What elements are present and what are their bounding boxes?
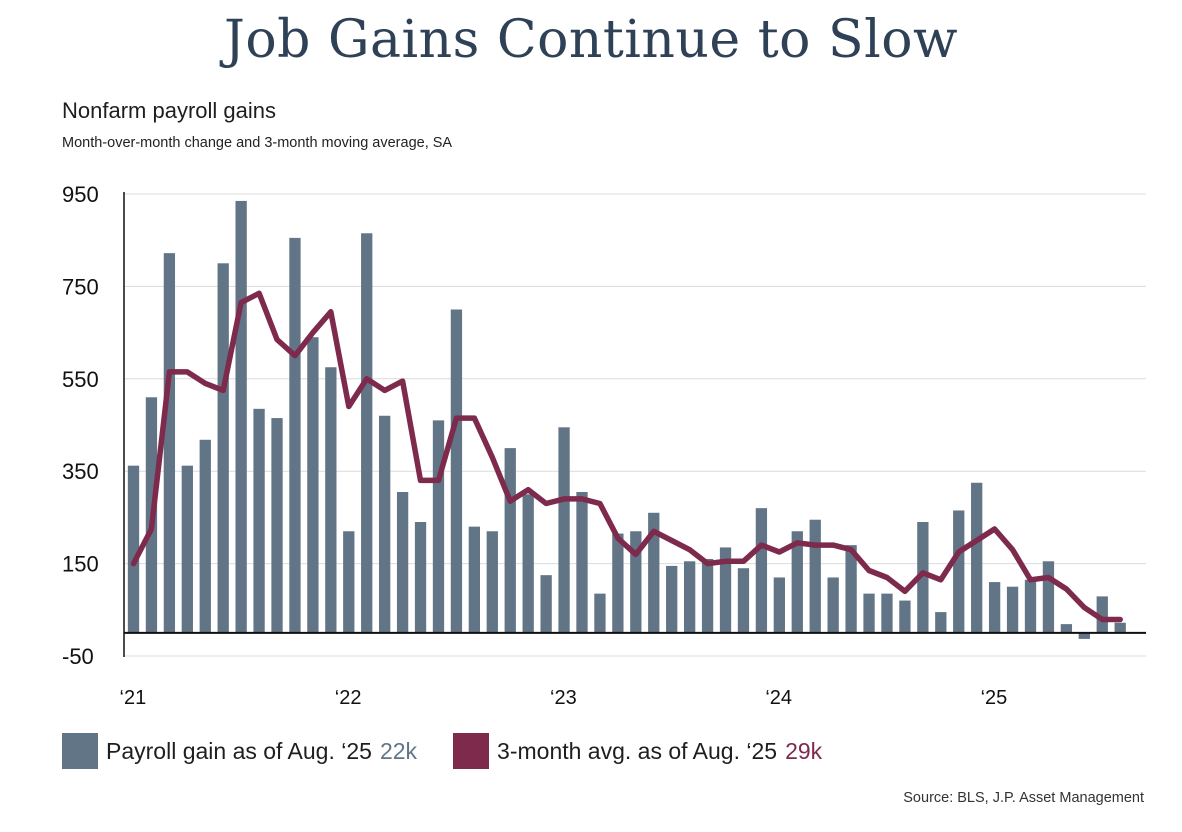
legend-swatch-bars [62, 733, 98, 769]
bar [701, 558, 714, 633]
bar [432, 420, 445, 633]
bar [450, 309, 463, 633]
bar [325, 367, 337, 633]
bar [361, 233, 373, 633]
bar [235, 200, 247, 633]
bar [1096, 596, 1108, 633]
bar-series [127, 200, 1126, 639]
bar [468, 526, 481, 633]
legend-label-bars: Payroll gain as of Aug. ‘25 [106, 737, 372, 764]
bar [271, 418, 283, 633]
bar [199, 439, 211, 633]
x-tick-label: ‘25 [981, 687, 1008, 709]
bar [648, 512, 660, 633]
legend-item-bars: Payroll gain as of Aug. ‘25 22k [62, 733, 417, 769]
chart-subtitle: Nonfarm payroll gains [62, 98, 276, 123]
x-axis: ‘21 ‘22 ‘23 ‘24 ‘25 [120, 687, 1008, 709]
x-tick-label: ‘21 [120, 687, 147, 709]
bar [988, 582, 1001, 633]
x-tick-label: ‘22 [335, 687, 362, 709]
legend: Payroll gain as of Aug. ‘25 22k 3-month … [62, 733, 858, 769]
bar [791, 531, 803, 633]
chart-title: Job Gains Continue to Slow [223, 10, 959, 70]
bar [558, 427, 570, 633]
bar [396, 491, 409, 633]
bar [163, 253, 176, 633]
bar [127, 465, 140, 633]
avg-line [130, 290, 1123, 623]
bar [181, 465, 193, 633]
bar [666, 565, 678, 633]
bar [343, 531, 355, 633]
y-tick-label: -50 [62, 644, 94, 669]
bar [755, 508, 768, 633]
bar [414, 522, 427, 633]
x-tick-label: ‘23 [550, 687, 577, 709]
legend-item-line: 3-month avg. as of Aug. ‘25 29k [453, 733, 822, 769]
legend-label-line: 3-month avg. as of Aug. ‘25 [497, 737, 778, 764]
bar [576, 491, 588, 633]
bar [1114, 622, 1126, 633]
legend-value-line: 29k [785, 737, 823, 764]
bar [630, 531, 642, 633]
bar [379, 415, 391, 633]
bar [522, 494, 534, 633]
bar [1078, 632, 1090, 639]
bar [827, 577, 839, 633]
bar [253, 408, 265, 633]
line-series [130, 290, 1123, 623]
source-note: Source: BLS, J.P. Asset Management [903, 790, 1144, 806]
bar [504, 448, 516, 633]
bar [1006, 586, 1019, 633]
bar [935, 612, 947, 633]
bar [1060, 624, 1073, 633]
legend-swatch-line [453, 733, 490, 769]
y-tick-label: 750 [62, 274, 99, 299]
bar [594, 593, 606, 633]
bar [773, 577, 785, 633]
bar [540, 575, 552, 633]
bar [881, 593, 893, 633]
y-tick-label: 550 [62, 367, 99, 392]
bar [917, 522, 929, 633]
bar [809, 519, 821, 633]
legend-value-bars: 22k [379, 737, 418, 764]
bar [1024, 579, 1037, 633]
x-tick-label: ‘24 [765, 687, 792, 709]
y-tick-label: 950 [62, 182, 99, 207]
bar [953, 510, 965, 633]
y-tick-label: 350 [62, 459, 99, 484]
chart-description: Month-over-month change and 3-month movi… [62, 135, 453, 151]
bar [845, 545, 857, 633]
bar [863, 593, 875, 633]
bar [612, 533, 624, 633]
bar [1042, 561, 1055, 633]
bar [737, 568, 750, 633]
bar [486, 531, 498, 633]
y-tick-label: 150 [62, 552, 99, 577]
bar [289, 237, 301, 633]
bar [899, 600, 911, 633]
bar [971, 482, 983, 633]
y-axis: 950 750 550 350 150 -50 [62, 182, 125, 669]
bar [217, 263, 229, 633]
bar [719, 547, 732, 633]
bar [307, 337, 319, 633]
bar [683, 561, 696, 633]
